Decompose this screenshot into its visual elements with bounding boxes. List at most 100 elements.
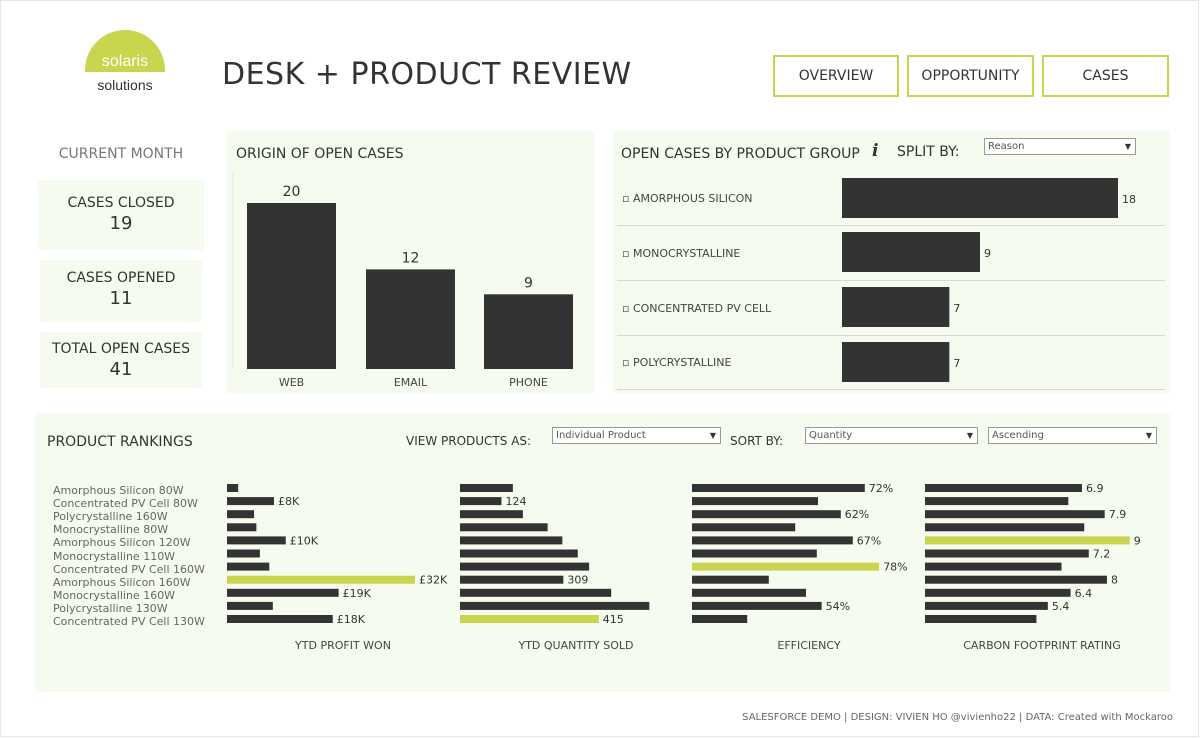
view-products-value: Individual Product	[556, 430, 646, 441]
product-group-chart: 18 9 7 7	[842, 178, 1136, 382]
ranking-bar[interactable]	[925, 615, 1037, 623]
ranking-bar[interactable]	[692, 497, 818, 506]
product-row-label: Concentrated PV Cell 80W	[53, 497, 198, 511]
bar-email[interactable]	[366, 269, 455, 369]
ranking-bar-label: 67%	[857, 534, 881, 547]
ranking-bar[interactable]	[227, 536, 286, 545]
rankings-title: PRODUCT RANKINGS	[47, 434, 193, 450]
split-by-select[interactable]: Reason ▼	[984, 138, 1136, 155]
page-title: DESK + PRODUCT REVIEW	[222, 57, 632, 92]
bar-product-group[interactable]	[842, 232, 980, 272]
product-row-label: Amorphous Silicon 160W	[53, 575, 191, 589]
ranking-bar[interactable]	[925, 549, 1089, 558]
nav-cases-button[interactable]: CASES	[1042, 55, 1169, 97]
row-divider	[617, 280, 1165, 281]
ranking-chart-title: YTD PROFIT WON	[294, 639, 391, 652]
ranking-bar[interactable]	[460, 575, 564, 584]
product-group-label: ▫ MONOCRYSTALLINE	[622, 247, 741, 260]
ranking-bar[interactable]	[227, 601, 273, 610]
ranking-bar[interactable]	[460, 562, 590, 571]
ranking-bar[interactable]	[227, 575, 415, 584]
ranking-bar[interactable]	[925, 562, 1062, 571]
chevron-down-icon: ▼	[1145, 431, 1152, 440]
ranking-chart-title: EFFICIENCY	[777, 639, 840, 652]
ranking-bar[interactable]	[460, 523, 548, 532]
ranking-bar[interactable]	[925, 575, 1107, 584]
ranking-bar[interactable]	[692, 536, 853, 545]
chevron-down-icon: ▼	[709, 431, 716, 440]
ranking-bar-label: 9	[1134, 534, 1141, 547]
ranking-bar[interactable]	[692, 523, 796, 532]
product-row-label: Polycrystalline 160W	[53, 510, 168, 524]
ranking-bar[interactable]	[692, 575, 769, 584]
kpi-cases-closed: CASES CLOSED 19	[38, 180, 204, 250]
ranking-bar[interactable]	[692, 615, 748, 623]
ranking-bar[interactable]	[925, 588, 1071, 597]
ranking-bar[interactable]	[460, 549, 578, 558]
kpi-header: CURRENT MONTH	[58, 146, 184, 162]
ranking-bar-label: £8K	[278, 495, 300, 508]
nav-opportunity-button[interactable]: OPPORTUNITY	[907, 55, 1034, 97]
ranking-bar[interactable]	[227, 523, 257, 532]
product-row-label: Amorphous Silicon 80W	[53, 484, 184, 497]
category-label: POLYCRYSTALLINE	[632, 356, 732, 369]
sort-by-select[interactable]: Quantity ▼	[805, 427, 978, 444]
bar-product-group[interactable]	[842, 287, 950, 327]
nav-overview-button[interactable]: OVERVIEW	[773, 55, 899, 97]
ranking-bar[interactable]	[692, 562, 880, 571]
ranking-bar-label: 54%	[826, 600, 850, 613]
ranking-bar[interactable]	[925, 510, 1105, 519]
row-divider	[617, 335, 1165, 336]
ranking-bar[interactable]	[460, 484, 513, 492]
bar-web[interactable]	[247, 203, 336, 369]
bar-product-group[interactable]	[842, 342, 950, 382]
ranking-bar-label: 7.9	[1109, 508, 1127, 521]
ranking-bar[interactable]	[692, 588, 806, 597]
ranking-bar[interactable]	[692, 549, 817, 558]
ranking-bar-label: 6.9	[1086, 482, 1104, 495]
kpi-label: TOTAL OPEN CASES	[51, 341, 191, 357]
kpi-label: CASES CLOSED	[67, 195, 175, 211]
category-label: CONCENTRATED PV CELL	[632, 302, 772, 315]
ranking-bar[interactable]	[925, 601, 1048, 610]
ranking-bar[interactable]	[460, 615, 599, 623]
ranking-chart-title: YTD QUANTITY SOLD	[517, 639, 633, 652]
ranking-bar[interactable]	[460, 510, 523, 519]
ranking-bar[interactable]	[227, 510, 255, 519]
ranking-bar[interactable]	[227, 562, 270, 571]
ranking-bar[interactable]	[460, 497, 502, 506]
ranking-bar[interactable]	[227, 615, 333, 623]
ranking-bar[interactable]	[692, 484, 865, 492]
ranking-bar[interactable]	[925, 484, 1082, 492]
ranking-bar-label: £32K	[419, 574, 448, 587]
bar-value-label: 20	[283, 184, 301, 200]
product-group-title: OPEN CASES BY PRODUCT GROUP	[621, 146, 860, 162]
product-row-label: Monocrystalline 110W	[53, 549, 176, 563]
ranking-bar[interactable]	[227, 588, 339, 597]
bar-value-label: 18	[1122, 193, 1136, 206]
ranking-bar-label: 62%	[845, 508, 869, 521]
ranking-bar[interactable]	[227, 497, 274, 506]
ranking-bar[interactable]	[227, 549, 260, 558]
logo: solaris solutions	[85, 30, 165, 98]
bar-value-label: 9	[984, 247, 991, 260]
ranking-bar[interactable]	[460, 588, 612, 597]
ranking-bar[interactable]	[692, 601, 822, 610]
split-by-value: Reason	[988, 141, 1025, 152]
ranking-bar[interactable]	[692, 510, 841, 519]
ranking-bar[interactable]	[460, 601, 650, 610]
ranking-bar-label: 7.2	[1093, 548, 1111, 561]
sort-by-label: SORT BY:	[730, 434, 784, 448]
ranking-bar[interactable]	[925, 497, 1069, 506]
view-products-select[interactable]: Individual Product ▼	[552, 427, 721, 444]
ranking-bar[interactable]	[925, 536, 1130, 545]
sort-order-select[interactable]: Ascending ▼	[988, 427, 1157, 444]
bar-product-group[interactable]	[842, 178, 1118, 218]
bar-phone[interactable]	[484, 294, 573, 369]
ranking-bar[interactable]	[460, 536, 563, 545]
info-icon[interactable]: i	[872, 141, 879, 161]
ranking-bar-label: 8	[1111, 574, 1118, 587]
ranking-bar[interactable]	[925, 523, 1085, 532]
ranking-bar[interactable]	[227, 484, 239, 492]
sort-by-value: Quantity	[809, 430, 853, 441]
